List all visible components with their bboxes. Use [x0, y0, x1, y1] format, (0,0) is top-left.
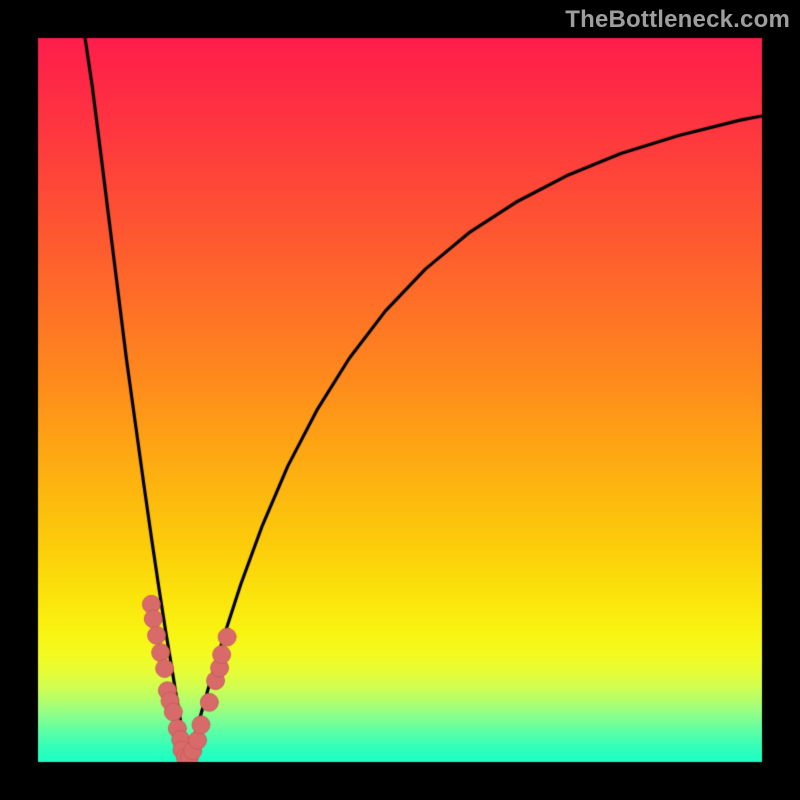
- bottleneck-curve-chart: [0, 0, 800, 800]
- watermark-text: TheBottleneck.com: [565, 6, 790, 34]
- chart-stage: TheBottleneck.com: [0, 0, 800, 800]
